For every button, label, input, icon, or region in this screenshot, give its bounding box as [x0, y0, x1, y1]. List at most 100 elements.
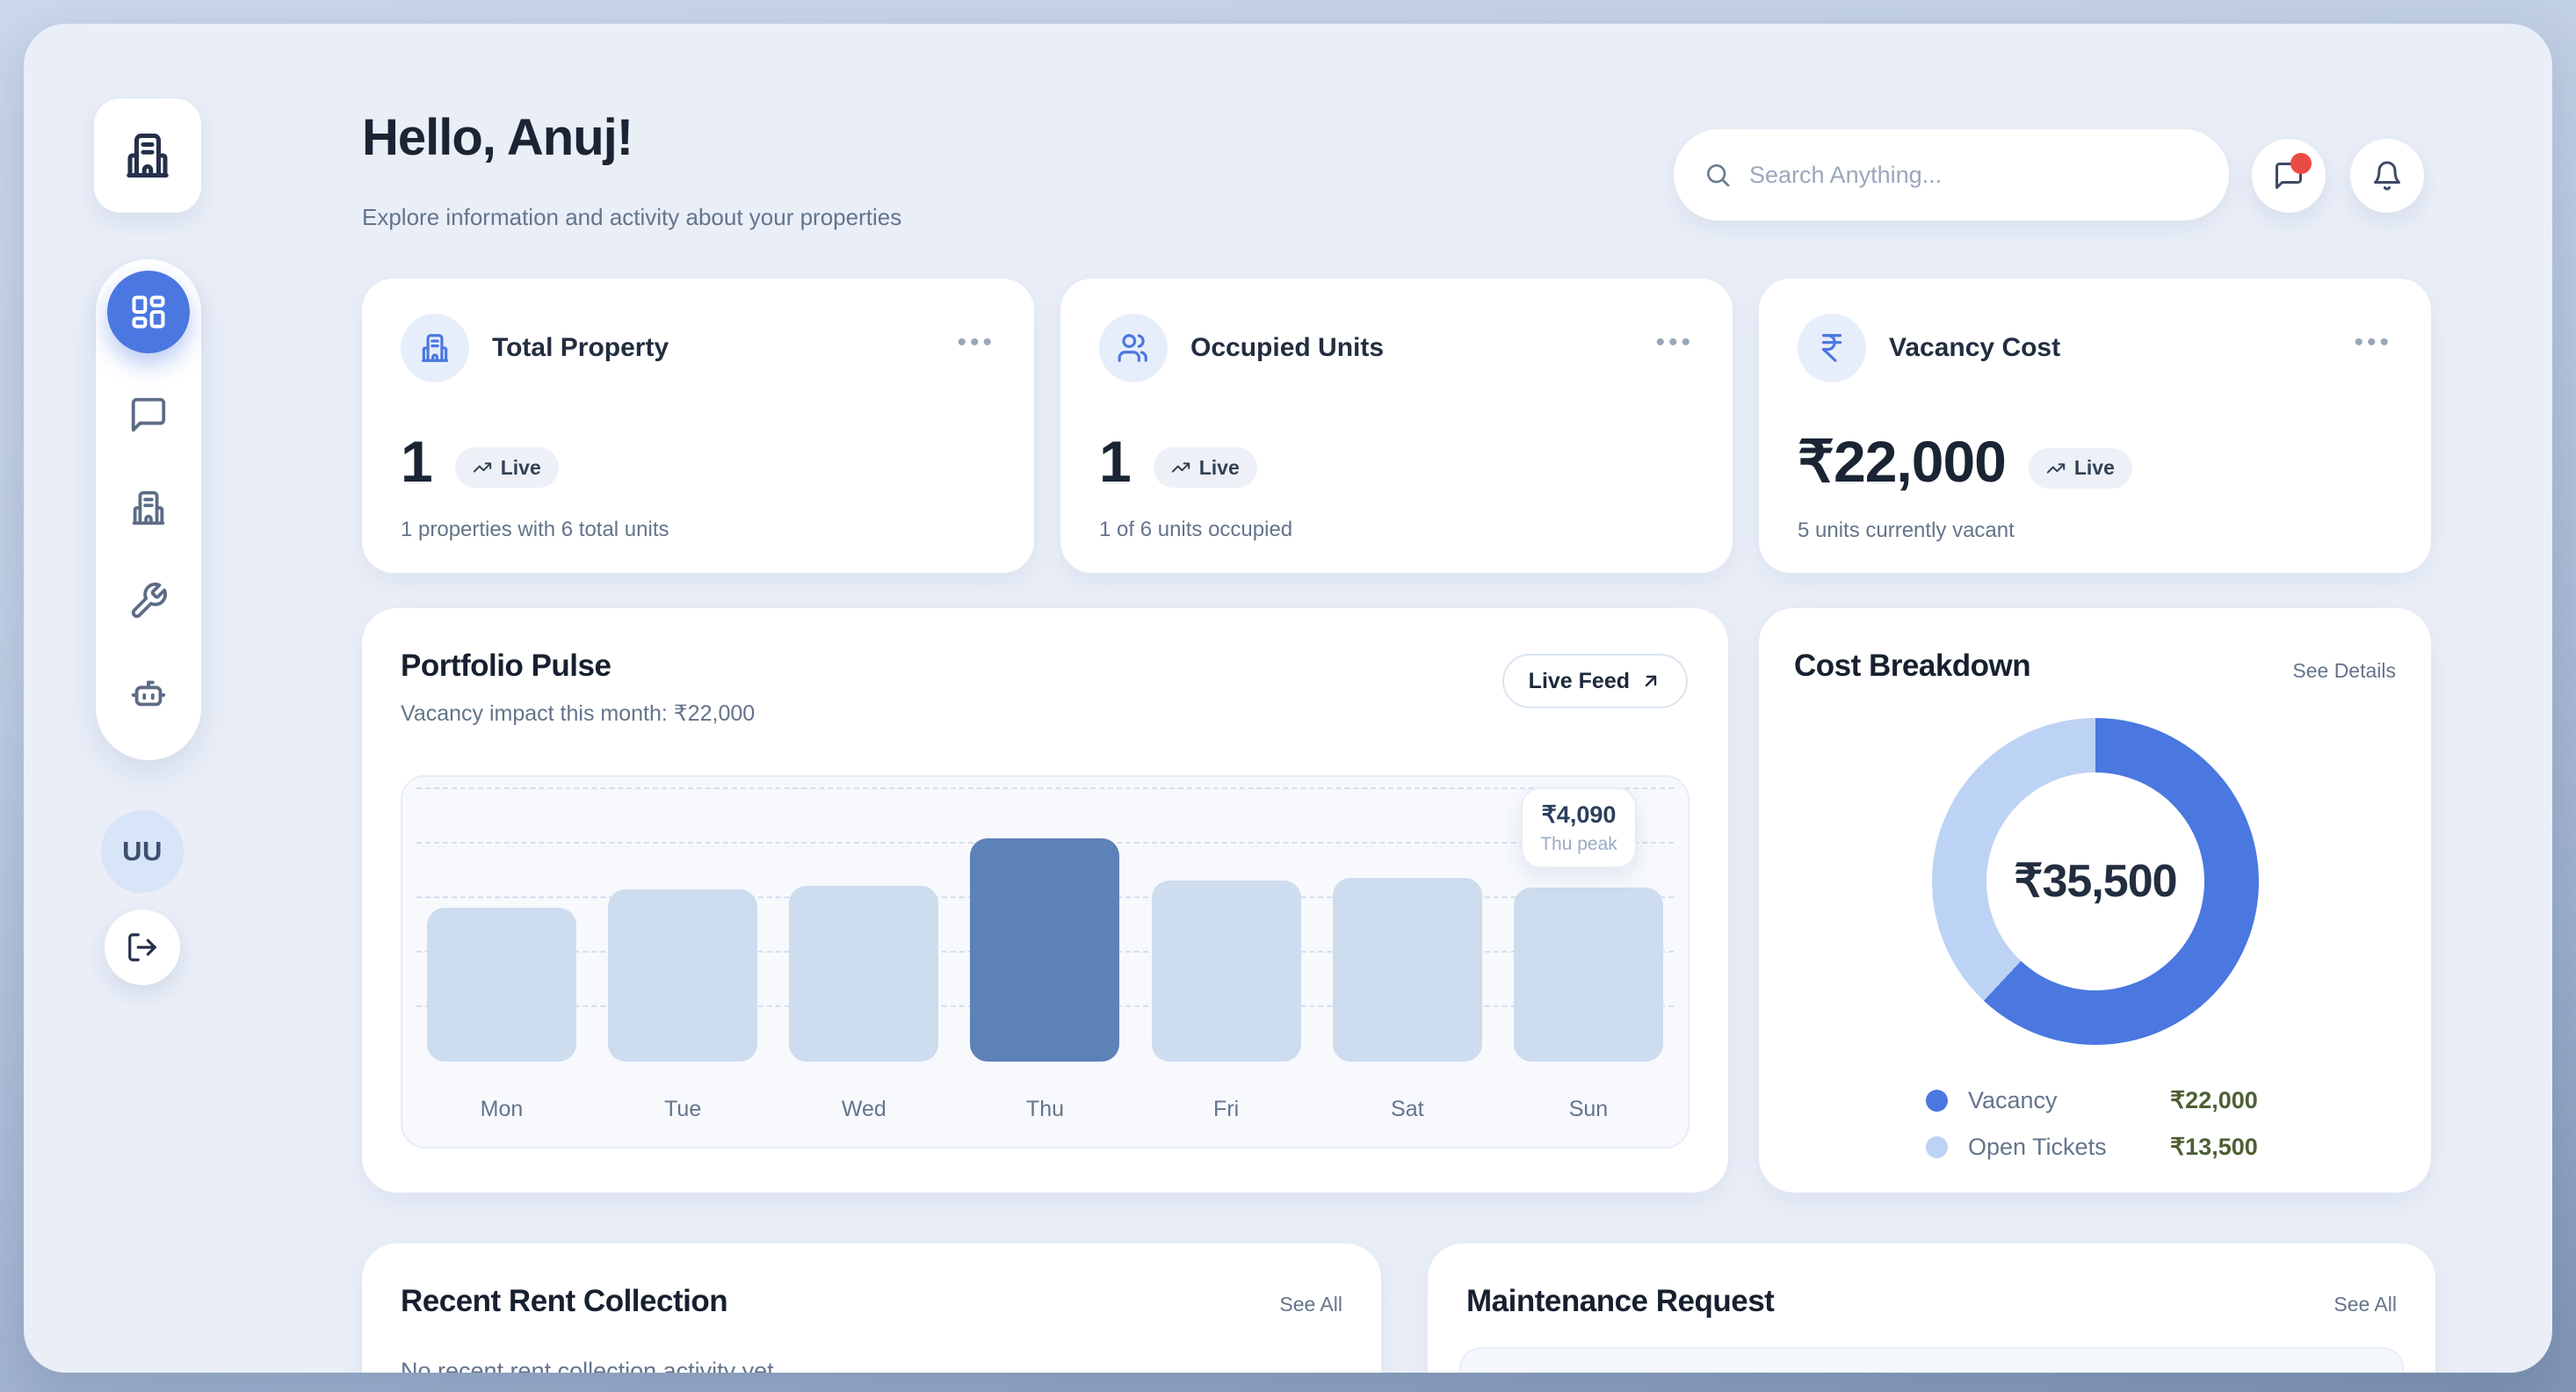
sidebar-item-properties[interactable] [117, 476, 180, 540]
stat-value: 1 [401, 429, 433, 494]
logout-icon [128, 933, 156, 961]
stat-card-total-property: Total Property ••• 1 Live 1 properties w… [362, 279, 1034, 573]
legend-value: ₹22,000 [2170, 1087, 2258, 1113]
building-logo-icon [121, 129, 174, 182]
page-title: Hello, Anuj! [362, 109, 633, 166]
chat-icon [131, 397, 166, 432]
legend-dot-icon [1926, 1136, 1948, 1158]
rent-collection-title: Recent Rent Collection [401, 1284, 728, 1318]
gridline [416, 787, 1674, 789]
cost-breakdown-title: Cost Breakdown [1794, 649, 2031, 683]
live-badge: Live [454, 447, 559, 488]
bar-mon [427, 908, 576, 1062]
bar-tue [608, 889, 758, 1062]
bell-icon [2374, 161, 2400, 191]
donut-hole: ₹35,500 [1986, 772, 2204, 990]
legend-label: Vacancy [1968, 1087, 2058, 1113]
stat-card-occupied-units: Occupied Units ••• 1 Live 1 of 6 units o… [1060, 279, 1733, 573]
maintenance-card: Maintenance Request See All Electrical I… [1428, 1243, 2435, 1373]
notifications-button[interactable] [2350, 139, 2424, 213]
cost-legend: Vacancy ₹22,000 Open Tickets ₹13,500 [1926, 1087, 2295, 1161]
trending-up-icon [1171, 462, 1190, 473]
logout-button[interactable] [105, 910, 180, 985]
more-options-button[interactable]: ••• [957, 328, 995, 357]
sidebar-item-messages[interactable] [117, 383, 180, 446]
tooltip-value: ₹4,090 [1541, 801, 1617, 828]
legend-dot-icon [1926, 1090, 1948, 1112]
donut-total-value: ₹35,500 [2014, 856, 2177, 907]
rupee-icon [1821, 334, 1842, 362]
page-subtitle: Explore information and activity about y… [362, 204, 902, 230]
bar-thu [970, 838, 1120, 1062]
user-avatar[interactable]: UU [101, 810, 184, 893]
bar-label: Sat [1391, 1097, 1424, 1121]
bar-wed [789, 886, 939, 1062]
bar-label: Thu [1025, 1097, 1065, 1121]
sidebar-item-maintenance[interactable] [117, 569, 180, 633]
see-all-link[interactable]: See All [2334, 1293, 2397, 1316]
trending-up-icon [2046, 462, 2066, 474]
live-badge: Live [1153, 447, 1257, 488]
maintenance-item-row[interactable]: Electrical Issue Unit G001 · 4d4d505a-b1… [1459, 1347, 2404, 1373]
app-logo[interactable] [94, 98, 201, 213]
messages-button[interactable] [2252, 139, 2326, 213]
stat-title: Occupied Units [1190, 333, 1385, 362]
see-all-link[interactable]: See All [1279, 1293, 1342, 1316]
search-bar [1674, 129, 2229, 221]
bar-fri [1151, 881, 1301, 1062]
search-input[interactable] [1749, 161, 2199, 189]
more-options-button[interactable]: ••• [2354, 328, 2392, 357]
app-panel: UU Hello, Anuj! Explore information and … [24, 24, 2552, 1373]
pulse-bar-labels: Mon Tue Wed Thu Fri Sat Sun [416, 1097, 1674, 1122]
dashboard-grid-icon [129, 293, 168, 331]
wrench-icon [131, 582, 168, 619]
building-icon [421, 334, 449, 362]
stat-card-vacancy-cost: Vacancy Cost ••• ₹22,000 Live 5 units cu… [1759, 279, 2431, 573]
arrow-up-right-icon [1645, 675, 1657, 687]
notification-dot [2290, 153, 2312, 174]
rent-collection-empty-text: No recent rent collection activity yet. [401, 1358, 781, 1373]
tooltip-label: Thu peak [1540, 833, 1617, 854]
see-details-link[interactable]: See Details [2292, 659, 2396, 682]
live-feed-button[interactable]: Live Feed [1501, 654, 1688, 708]
users-icon [1118, 334, 1147, 362]
maintenance-title: Maintenance Request [1466, 1284, 1775, 1318]
stat-icon-bubble [401, 314, 469, 382]
building-icon [132, 490, 165, 526]
pulse-bars [416, 789, 1674, 1062]
stat-value: ₹22,000 [1798, 429, 2007, 494]
bot-icon [131, 680, 166, 707]
live-badge: Live [2028, 447, 2132, 489]
sidebar-item-dashboard[interactable] [107, 271, 190, 353]
cost-breakdown-card: Cost Breakdown See Details ₹35,500 Vacan… [1759, 608, 2431, 1193]
stat-caption: 1 properties with 6 total units [401, 518, 669, 541]
portfolio-pulse-title: Portfolio Pulse [401, 649, 611, 683]
bar-label: Mon [480, 1097, 524, 1121]
stat-value: 1 [1099, 429, 1132, 494]
stat-title: Total Property [492, 333, 669, 362]
legend-row: Open Tickets ₹13,500 [1926, 1134, 2295, 1161]
bar-label: Tue [664, 1097, 702, 1121]
portfolio-pulse-card: Portfolio Pulse Vacancy impact this mont… [362, 608, 1728, 1193]
stat-caption: 1 of 6 units occupied [1099, 518, 1293, 541]
stat-icon-bubble [1798, 314, 1866, 382]
stat-caption: 5 units currently vacant [1798, 518, 2015, 542]
portfolio-pulse-subtitle: Vacancy impact this month: ₹22,000 [401, 701, 756, 726]
bar-label: Sun [1568, 1097, 1609, 1121]
bar-label: Wed [841, 1097, 886, 1121]
legend-label: Open Tickets [1968, 1134, 2107, 1160]
stat-icon-bubble [1099, 314, 1168, 382]
bar-label: Fri [1213, 1097, 1240, 1121]
sidebar-item-assistant[interactable] [117, 663, 180, 726]
stat-title: Vacancy Cost [1889, 333, 2061, 362]
legend-value: ₹13,500 [2170, 1134, 2258, 1160]
chart-tooltip: ₹4,090 Thu peak [1521, 787, 1637, 868]
bar-sat [1332, 878, 1482, 1062]
pulse-bar-chart: Mon Tue Wed Thu Fri Sat Sun ₹4,090 Thu peak [401, 775, 1690, 1149]
rent-collection-card: Recent Rent Collection See All No recent… [362, 1243, 1381, 1373]
more-options-button[interactable]: ••• [1655, 328, 1694, 357]
search-icon [1707, 163, 1730, 187]
cost-donut-chart: ₹35,500 [1932, 718, 2259, 1045]
trending-up-icon [473, 462, 491, 473]
sidebar-nav [96, 259, 201, 760]
